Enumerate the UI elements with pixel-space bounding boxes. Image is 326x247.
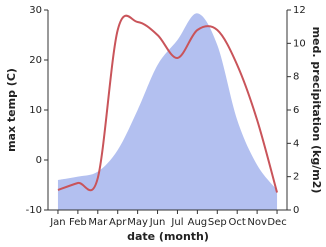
y2-axis-title: med. precipitation (kg/m2) <box>310 27 323 194</box>
precipitation-area <box>57 13 278 210</box>
y-tick-label: 20 <box>29 55 42 66</box>
y-tick-label: 0 <box>36 155 42 166</box>
y-tick-label: -10 <box>26 205 42 216</box>
y2-tick-label: 2 <box>293 172 299 183</box>
y2-tick-label: 0 <box>293 205 299 216</box>
x-tick-label: Mar <box>88 217 108 228</box>
y2-tick-label: 12 <box>293 5 306 16</box>
x-tick-label: Jun <box>149 217 166 228</box>
x-tick-label: May <box>127 217 148 228</box>
x-tick-label: Jan <box>49 217 65 228</box>
x-tick-label: Nov <box>247 217 267 228</box>
x-tick-label: Feb <box>69 217 87 228</box>
temperature-line <box>57 14 279 193</box>
x-tick-label: Aug <box>188 217 208 228</box>
x-tick-label: Sep <box>208 217 227 228</box>
y2-tick-label: 8 <box>293 72 299 83</box>
y-tick-label: 10 <box>29 105 42 116</box>
y2-tick-label: 4 <box>293 138 299 149</box>
y-axis-title: max temp (C) <box>5 68 18 152</box>
x-tick-label: Oct <box>229 217 246 228</box>
x-tick-label: Jul <box>170 217 183 228</box>
y2-tick-label: 10 <box>293 38 306 49</box>
x-axis-title: date (month) <box>127 230 209 243</box>
y-tick-label: 30 <box>29 5 42 16</box>
x-tick-label: Apr <box>109 217 127 228</box>
x-tick-label: Dec <box>267 217 286 228</box>
y2-tick-label: 6 <box>293 105 299 116</box>
